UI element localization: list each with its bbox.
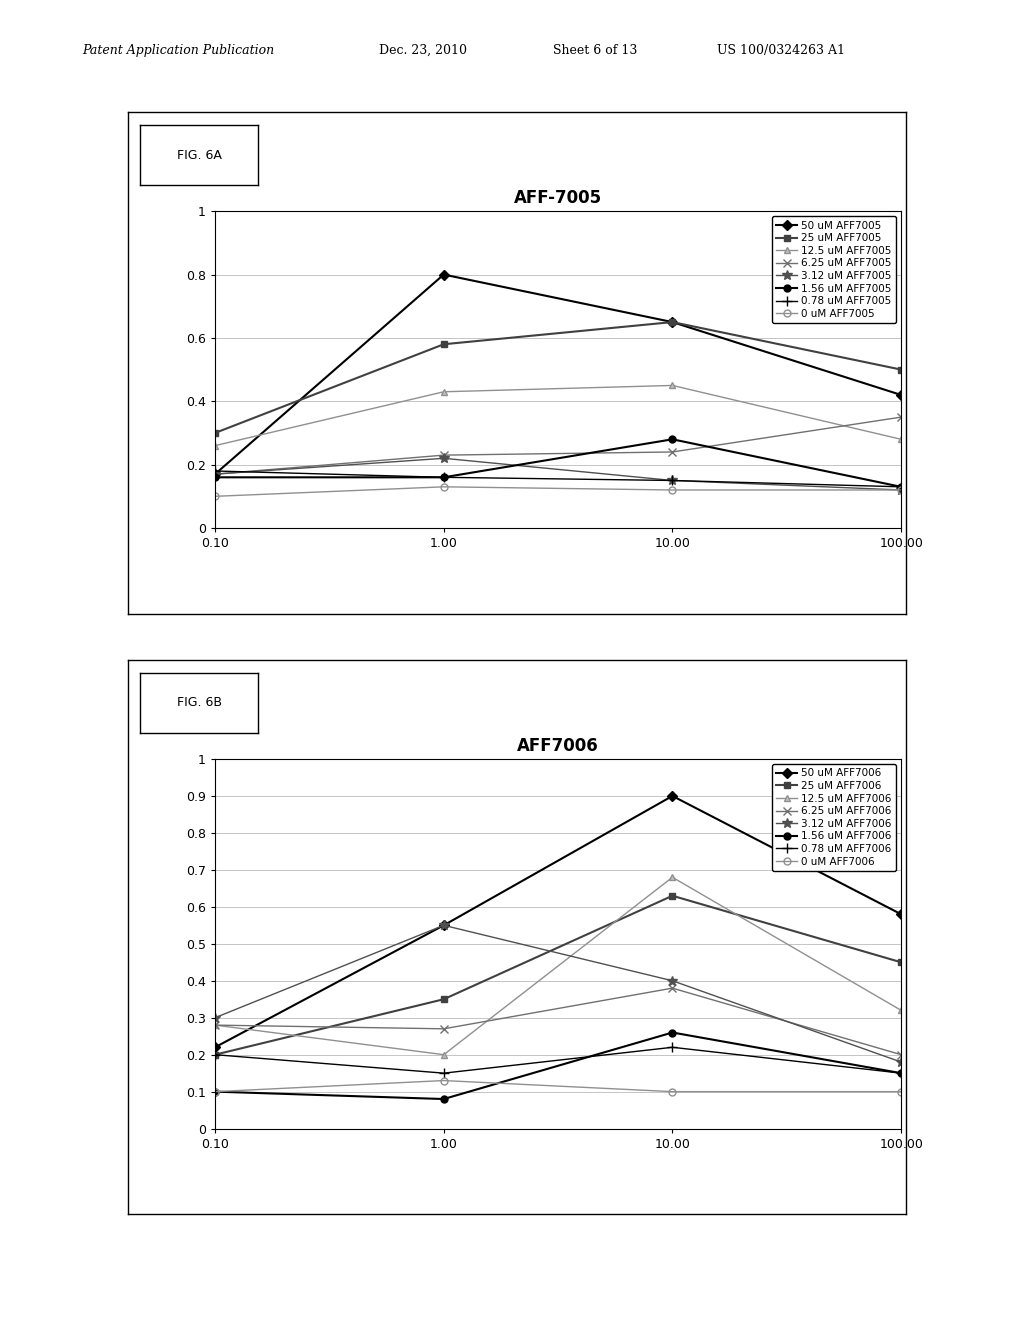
1.56 uM AFF7005	[667, 432, 679, 447]
Line: 50 uM AFF7006: 50 uM AFF7006	[212, 792, 904, 1051]
0 uM AFF7006	[209, 1084, 221, 1100]
Legend: 50 uM AFF7005, 25 uM AFF7005, 12.5 uM AFF7005, 6.25 uM AFF7005, 3.12 uM AFF7005,: 50 uM AFF7005, 25 uM AFF7005, 12.5 uM AF…	[772, 216, 896, 323]
0 uM AFF7005	[667, 482, 679, 498]
Line: 25 uM AFF7006: 25 uM AFF7006	[212, 892, 904, 1059]
6.25 uM AFF7005	[437, 447, 450, 463]
Text: US 100/0324263 A1: US 100/0324263 A1	[717, 44, 845, 57]
Line: 6.25 uM AFF7005: 6.25 uM AFF7005	[211, 413, 905, 478]
6.25 uM AFF7005	[209, 466, 221, 482]
3.12 uM AFF7005	[437, 450, 450, 466]
0 uM AFF7006	[895, 1084, 907, 1100]
25 uM AFF7006	[209, 1047, 221, 1063]
12.5 uM AFF7005	[667, 378, 679, 393]
0.78 uM AFF7006	[209, 1047, 221, 1063]
0 uM AFF7005	[437, 479, 450, 495]
1.56 uM AFF7006	[209, 1084, 221, 1100]
3.12 uM AFF7005	[895, 482, 907, 498]
Text: Patent Application Publication: Patent Application Publication	[82, 44, 274, 57]
Legend: 50 uM AFF7006, 25 uM AFF7006, 12.5 uM AFF7006, 6.25 uM AFF7006, 3.12 uM AFF7006,: 50 uM AFF7006, 25 uM AFF7006, 12.5 uM AF…	[772, 764, 896, 871]
Line: 12.5 uM AFF7005: 12.5 uM AFF7005	[212, 381, 904, 449]
25 uM AFF7005	[895, 362, 907, 378]
3.12 uM AFF7005	[209, 466, 221, 482]
25 uM AFF7006	[895, 954, 907, 970]
0 uM AFF7006	[437, 1073, 450, 1089]
50 uM AFF7006	[437, 917, 450, 933]
1.56 uM AFF7005	[437, 470, 450, 486]
6.25 uM AFF7006	[437, 1020, 450, 1036]
3.12 uM AFF7006	[209, 1010, 221, 1026]
1.56 uM AFF7006	[667, 1024, 679, 1040]
1.56 uM AFF7005	[209, 470, 221, 486]
Line: 3.12 uM AFF7006: 3.12 uM AFF7006	[210, 920, 906, 1067]
6.25 uM AFF7006	[209, 1018, 221, 1034]
0 uM AFF7005	[209, 488, 221, 504]
0.78 uM AFF7006	[895, 1065, 907, 1081]
Title: AFF7006: AFF7006	[517, 737, 599, 755]
6.25 uM AFF7006	[667, 981, 679, 997]
12.5 uM AFF7005	[209, 438, 221, 454]
Line: 3.12 uM AFF7005: 3.12 uM AFF7005	[210, 454, 906, 495]
25 uM AFF7005	[667, 314, 679, 330]
50 uM AFF7005	[895, 387, 907, 403]
Line: 50 uM AFF7005: 50 uM AFF7005	[212, 271, 904, 478]
Text: Sheet 6 of 13: Sheet 6 of 13	[553, 44, 637, 57]
Title: AFF-7005: AFF-7005	[514, 189, 602, 207]
Text: Dec. 23, 2010: Dec. 23, 2010	[379, 44, 467, 57]
50 uM AFF7005	[209, 466, 221, 482]
3.12 uM AFF7005	[667, 473, 679, 488]
25 uM AFF7005	[209, 425, 221, 441]
0 uM AFF7005	[895, 482, 907, 498]
Line: 0.78 uM AFF7005: 0.78 uM AFF7005	[210, 466, 906, 491]
0.78 uM AFF7005	[437, 470, 450, 486]
6.25 uM AFF7005	[895, 409, 907, 425]
12.5 uM AFF7005	[437, 384, 450, 400]
Line: 0 uM AFF7006: 0 uM AFF7006	[212, 1077, 904, 1096]
Line: 0 uM AFF7005: 0 uM AFF7005	[212, 483, 904, 500]
1.56 uM AFF7006	[895, 1065, 907, 1081]
12.5 uM AFF7006	[209, 1018, 221, 1034]
50 uM AFF7005	[667, 314, 679, 330]
0.78 uM AFF7005	[667, 473, 679, 488]
Text: FIG. 6A: FIG. 6A	[177, 149, 221, 161]
25 uM AFF7006	[667, 888, 679, 904]
Line: 12.5 uM AFF7006: 12.5 uM AFF7006	[212, 874, 904, 1059]
1.56 uM AFF7006	[437, 1092, 450, 1107]
25 uM AFF7005	[437, 337, 450, 352]
3.12 uM AFF7006	[437, 917, 450, 933]
25 uM AFF7006	[437, 991, 450, 1007]
Text: FIG. 6B: FIG. 6B	[177, 697, 221, 709]
3.12 uM AFF7006	[895, 1055, 907, 1071]
1.56 uM AFF7005	[895, 479, 907, 495]
0.78 uM AFF7006	[667, 1039, 679, 1055]
12.5 uM AFF7006	[437, 1047, 450, 1063]
0.78 uM AFF7005	[209, 463, 221, 479]
Line: 25 uM AFF7005: 25 uM AFF7005	[212, 318, 904, 437]
Line: 6.25 uM AFF7006: 6.25 uM AFF7006	[211, 983, 905, 1059]
3.12 uM AFF7006	[667, 973, 679, 989]
50 uM AFF7006	[895, 907, 907, 923]
12.5 uM AFF7006	[895, 1002, 907, 1018]
Line: 1.56 uM AFF7005: 1.56 uM AFF7005	[212, 436, 904, 490]
0.78 uM AFF7005	[895, 479, 907, 495]
0.78 uM AFF7006	[437, 1065, 450, 1081]
50 uM AFF7006	[667, 788, 679, 804]
12.5 uM AFF7006	[667, 870, 679, 886]
Line: 1.56 uM AFF7006: 1.56 uM AFF7006	[212, 1030, 904, 1102]
50 uM AFF7005	[437, 267, 450, 282]
6.25 uM AFF7005	[667, 444, 679, 459]
6.25 uM AFF7006	[895, 1047, 907, 1063]
12.5 uM AFF7005	[895, 432, 907, 447]
0 uM AFF7006	[667, 1084, 679, 1100]
50 uM AFF7006	[209, 1039, 221, 1055]
Line: 0.78 uM AFF7006: 0.78 uM AFF7006	[210, 1043, 906, 1078]
